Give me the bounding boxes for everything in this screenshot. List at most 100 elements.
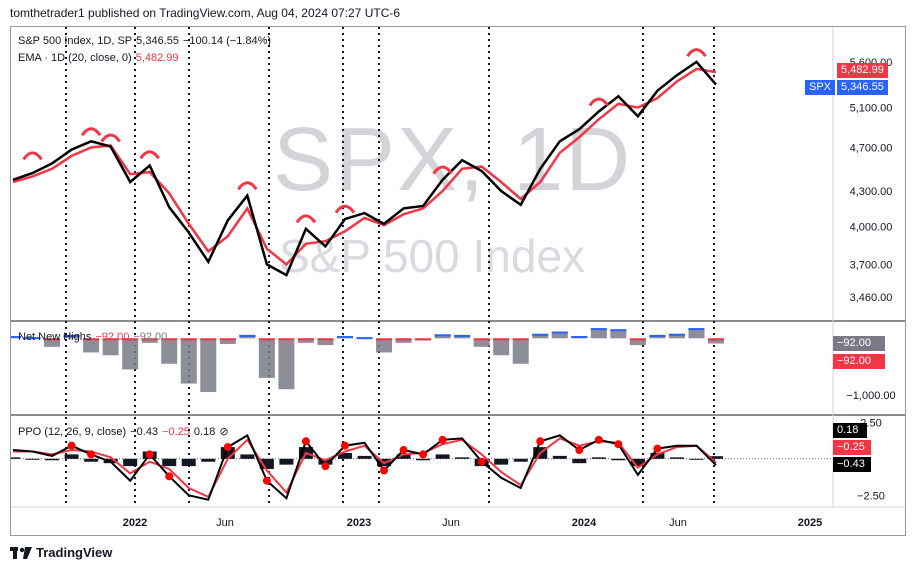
ppo-histogram-bar: [689, 458, 704, 460]
ppo-badge-signal: −0.25: [833, 440, 871, 455]
nnh-bar-edge: [122, 338, 139, 341]
price-legend: S&P 500 Index, 1D, SP 5,346.55 −100.14 (−1…: [18, 35, 275, 47]
peak-arc: [237, 181, 258, 191]
ppo-histogram-bar: [611, 458, 626, 461]
peak-arc: [139, 150, 160, 160]
footer-brand: TradingView: [36, 545, 113, 560]
ppo-histogram-bar: [123, 458, 138, 467]
time-axis-label: 2025: [798, 517, 822, 529]
watermark-symbol: SPX, 1D: [273, 110, 633, 210]
nnh-bar-edge: [102, 338, 119, 341]
peak-arc: [80, 127, 102, 137]
ppo-cross-dot: [145, 450, 154, 459]
eye-slash-icon[interactable]: ⊘: [219, 426, 229, 438]
ema-price-badge: 5,482.99: [837, 63, 888, 78]
nnh-bar: [512, 338, 529, 364]
nnh-bar-edge: [297, 338, 314, 341]
symbol-badge: SPX: [805, 80, 836, 95]
nnh-bar: [493, 338, 510, 356]
ppo-cross-dot: [321, 462, 330, 471]
nnh-bar-edge: [44, 338, 61, 341]
nnh-bar: [297, 338, 314, 343]
nnh-bar-edge: [668, 333, 685, 336]
ppo-histogram-bar: [259, 458, 274, 470]
price-legend-label: S&P 500 Index, 1D, SP: [18, 35, 133, 47]
ppo-histogram-bar: [709, 456, 723, 459]
ppo-histogram-bar: [84, 458, 99, 462]
ppo-histogram-bar: [435, 454, 450, 459]
nnh-bar: [83, 338, 100, 353]
nnh-bar: [102, 338, 119, 356]
nnh-bar: [590, 328, 607, 339]
price-chart-canvas[interactable]: 5,600.005,100.004,700.004,300.004,000.00…: [11, 27, 905, 535]
nnh-bar-edge: [415, 338, 432, 341]
nnh-bar: [317, 338, 334, 346]
time-axis-label: Jun: [216, 517, 234, 529]
nnh-bar-edge: [63, 334, 80, 337]
peak-arc: [22, 151, 43, 161]
ppo-cross-dot: [575, 446, 584, 455]
ppo-histogram-bar: [513, 458, 528, 462]
price-legend-change: −100.14 (−1.84%): [182, 35, 272, 47]
peak-arc: [432, 165, 453, 175]
ppo-cross-dot: [301, 437, 310, 446]
ppo-histogram-bar: [45, 458, 60, 461]
time-axis-label: 2024: [572, 517, 597, 529]
nnh-bar-edge: [649, 334, 666, 337]
price-axis-tick: 3,460.00: [850, 292, 893, 304]
nnh-bar-edge: [395, 338, 412, 341]
ppo-legend-label: PPO (12, 26, 9, close): [18, 426, 127, 438]
nnh-bar: [395, 338, 412, 343]
ema-legend: EMA · 1D (20, close, 0) 5,482.99: [18, 52, 183, 64]
ppo-histogram-bar: [650, 452, 665, 459]
nnh-bar: [141, 338, 158, 343]
ppo-histogram-bar: [220, 447, 235, 459]
ppo-histogram-bar: [396, 454, 411, 459]
peak-arc: [588, 97, 610, 107]
nnh-bar: [629, 338, 646, 346]
peak-arc: [686, 48, 707, 58]
nnh-bar-edge: [571, 336, 588, 339]
nnh-bar: [688, 328, 705, 339]
ppo-cross-dot: [477, 457, 486, 466]
nnh-bar-edge: [180, 338, 197, 341]
ppo-histogram-bar: [181, 458, 196, 467]
ppo-cross-dot: [419, 450, 428, 459]
price-axis-tick: 3,700.00: [850, 259, 893, 271]
nnh-bar: [532, 333, 549, 339]
nnh-bar-edge: [454, 334, 471, 337]
ppo-histogram-bar: [416, 458, 431, 461]
nnh-bar-edge: [376, 338, 393, 341]
ema-line: [12, 67, 717, 267]
ema-legend-label: EMA · 1D (20, close, 0): [18, 52, 132, 64]
nnh-bar: [180, 338, 197, 384]
nnh-bar-edge: [434, 334, 451, 337]
nnh-bar-edge: [24, 337, 41, 340]
ppo-histogram-bar: [357, 455, 372, 459]
ppo-cross-dot: [67, 441, 76, 450]
ppo-cross-dot: [262, 476, 271, 485]
nnh-bar-edge: [590, 328, 607, 331]
ppo-cross-dot: [438, 435, 447, 444]
tradingview-footer[interactable]: TradingView: [10, 545, 112, 560]
ppo-histogram-bar: [25, 458, 40, 460]
nnh-bar-edge: [239, 334, 256, 337]
chart-frame[interactable]: SPX, 1D S&P 500 Index 5,600.005,100.004,…: [10, 26, 906, 536]
ppo-histogram-bar: [318, 458, 333, 465]
ppo-histogram-bar: [630, 458, 645, 467]
ppo-histogram-bar: [337, 452, 352, 459]
nnh-legend-value2: −92.00: [133, 331, 168, 343]
time-axis-label: 2022: [123, 517, 147, 529]
nnh-bar-edge: [83, 338, 100, 341]
nnh-bar: [668, 333, 685, 339]
peak-arc: [295, 214, 317, 224]
nnh-bar-edge: [493, 338, 510, 341]
ppo-cross-dot: [614, 440, 623, 449]
nnh-bar: [376, 338, 393, 353]
ppo-histogram-bar: [591, 457, 606, 459]
nnh-bar-edge: [141, 338, 158, 341]
ppo-histogram-bar: [11, 457, 20, 459]
ppo-cross-dot: [340, 441, 349, 450]
ppo-cross-dot: [536, 437, 545, 446]
nnh-bar-edge: [161, 338, 178, 341]
